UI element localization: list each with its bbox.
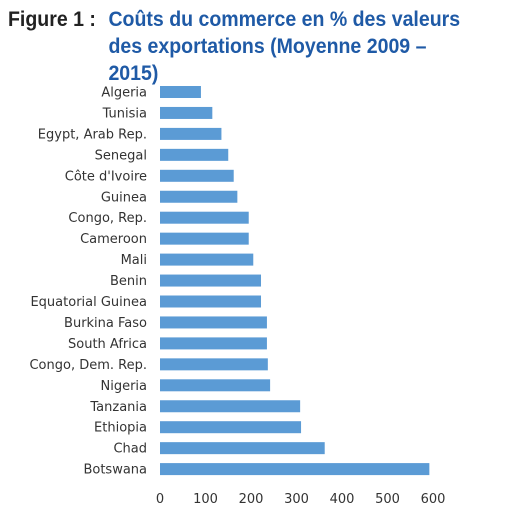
bar-algeria bbox=[160, 86, 201, 98]
x-tick-200: 200 bbox=[239, 492, 264, 507]
category-label-guinea: Guinea bbox=[101, 190, 147, 205]
bar-senegal bbox=[160, 148, 229, 161]
category-label-senegal: Senegal bbox=[95, 148, 147, 163]
category-label-ethiopia: Ethiopia bbox=[94, 421, 147, 436]
bar-mali bbox=[160, 253, 254, 266]
x-tick-300: 300 bbox=[284, 492, 309, 507]
chart-title: Figure 1 : Coûts du commerce en % des va… bbox=[8, 6, 478, 87]
bar-equatorial-guinea bbox=[160, 295, 262, 308]
bar-chad bbox=[160, 442, 325, 455]
bar-south-africa bbox=[160, 337, 267, 350]
category-label-equatorial-guinea: Equatorial Guinea bbox=[30, 295, 147, 310]
title-line-2: des exportations (Moyenne 2009 – 2015) bbox=[108, 35, 427, 85]
x-tick-100: 100 bbox=[193, 492, 218, 507]
figure-label: Figure 1 : bbox=[8, 8, 96, 31]
bar-tunisia bbox=[160, 106, 213, 119]
bar-egypt-arab-rep bbox=[160, 127, 222, 140]
category-label-botswana: Botswana bbox=[83, 463, 147, 478]
category-label-congo-dem-rep: Congo, Dem. Rep. bbox=[29, 358, 147, 373]
bar-benin bbox=[160, 274, 262, 287]
bar-c-te-d-ivoire bbox=[160, 169, 234, 182]
category-label-mali: Mali bbox=[121, 253, 147, 268]
category-label-burkina-faso: Burkina Faso bbox=[64, 316, 147, 331]
x-tick-500: 500 bbox=[375, 492, 400, 507]
x-tick-600: 600 bbox=[421, 492, 446, 507]
x-tick-0: 0 bbox=[156, 492, 164, 507]
bar-tanzania bbox=[160, 400, 301, 413]
category-label-egypt-arab-rep: Egypt, Arab Rep. bbox=[38, 127, 147, 142]
category-label-tunisia: Tunisia bbox=[102, 106, 147, 121]
category-labels: Algeria Tunisia Egypt, Arab Rep. Senegal Côt… bbox=[29, 86, 147, 478]
bar-nigeria bbox=[160, 379, 271, 392]
category-label-cameroon: Cameroon bbox=[80, 232, 147, 247]
title-line-1: Coûts du commerce en % des valeurs bbox=[108, 8, 461, 31]
category-label-congo-rep: Congo, Rep. bbox=[68, 211, 147, 226]
x-tick-400: 400 bbox=[330, 492, 355, 507]
bar-botswana bbox=[160, 463, 430, 476]
bar-ethiopia bbox=[160, 421, 302, 434]
category-label-chad: Chad bbox=[113, 442, 147, 457]
bar-burkina-faso bbox=[160, 316, 267, 329]
bar-guinea bbox=[160, 190, 238, 203]
category-label-c-te-d-ivoire: Côte d'Ivoire bbox=[65, 169, 147, 184]
category-label-benin: Benin bbox=[110, 274, 147, 289]
bars bbox=[160, 86, 430, 476]
bar-congo-dem-rep bbox=[160, 358, 268, 371]
category-label-tanzania: Tanzania bbox=[89, 400, 147, 415]
category-label-south-africa: South Africa bbox=[68, 337, 147, 352]
bar-congo-rep bbox=[160, 211, 249, 224]
bar-cameroon bbox=[160, 232, 249, 245]
category-label-nigeria: Nigeria bbox=[100, 379, 147, 394]
x-axis-ticks: 0 100 200 300 400 500 600 bbox=[156, 492, 446, 507]
category-label-algeria: Algeria bbox=[101, 86, 147, 101]
